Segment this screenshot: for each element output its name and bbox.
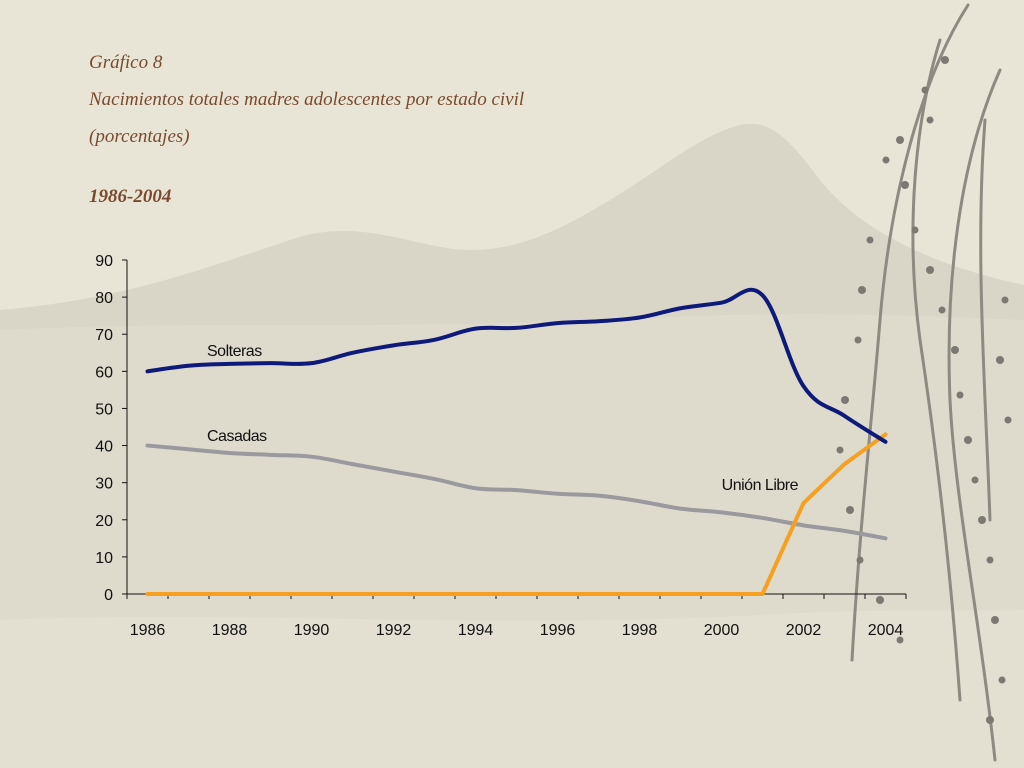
y-tick-label: 40 <box>95 439 113 456</box>
y-tick-label: 60 <box>95 364 113 381</box>
x-tick-label: 1996 <box>540 622 576 639</box>
title-block: Gráfico 8 Nacimientos totales madres ado… <box>89 44 524 155</box>
chart-title: Nacimientos totales madres adolescentes … <box>89 89 525 110</box>
y-tick-label: 0 <box>104 587 113 604</box>
x-tick-label: 2002 <box>786 622 822 639</box>
series-label-casadas: Casadas <box>207 428 267 445</box>
y-tick-label: 50 <box>95 401 113 418</box>
figure-label: Gráfico 8 <box>89 52 163 73</box>
series-line-casadas <box>145 443 888 541</box>
series-label-solteras: Solteras <box>207 343 262 360</box>
x-tick-label: 2004 <box>868 622 904 639</box>
y-tick-label: 90 <box>95 253 113 270</box>
period-label: 1986-2004 <box>89 186 172 207</box>
y-tick-label: 80 <box>95 290 113 307</box>
chart-subtitle: (porcentajes) <box>89 126 190 147</box>
chart-series-labels: Solteras Casadas Unión Libre <box>207 343 799 494</box>
series-line-solteras <box>145 287 888 444</box>
y-tick-label: 20 <box>95 513 113 530</box>
y-tick-label: 70 <box>95 327 113 344</box>
chart-axes: 0 10 20 30 40 50 60 70 80 90 1986 1988 1990 1992 1994 1… <box>95 253 907 639</box>
x-tick-label: 1994 <box>458 622 494 639</box>
x-tick-label: 1986 <box>130 622 166 639</box>
chart-series-lines <box>145 287 888 596</box>
x-tick-label: 1998 <box>622 622 658 639</box>
series-line-union-libre <box>145 432 888 596</box>
x-tick-label: 1988 <box>212 622 248 639</box>
x-tick-label: 2000 <box>704 622 740 639</box>
series-label-union-libre: Unión Libre <box>722 477 799 494</box>
x-tick-label: 1990 <box>294 622 330 639</box>
y-tick-label: 30 <box>95 476 113 493</box>
x-tick-label: 1992 <box>376 622 412 639</box>
y-tick-label: 10 <box>95 550 113 567</box>
